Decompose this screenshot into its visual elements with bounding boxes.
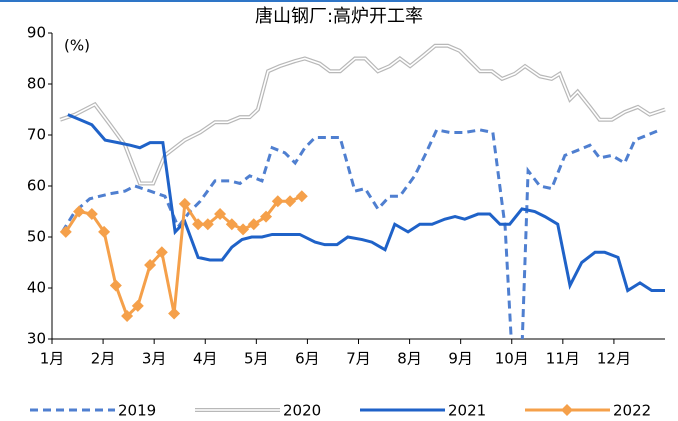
marker [121, 310, 134, 323]
chart-title: 唐山钢厂:高炉开工率 [255, 6, 423, 27]
marker [178, 197, 191, 210]
x-tick-label: 3月 [142, 350, 167, 368]
x-tick-label: 7月 [346, 350, 371, 368]
x-tick-label: 8月 [397, 350, 422, 368]
marker [271, 195, 284, 208]
marker [98, 225, 111, 238]
x-tick-label: 2月 [91, 350, 116, 368]
marker [85, 208, 98, 221]
y-tick-label: 50 [27, 228, 46, 246]
x-tick-label: 11月 [546, 350, 580, 368]
y-tick-label: 40 [27, 279, 46, 297]
y-axis-unit: (%) [64, 37, 90, 55]
legend-label: 2019 [118, 402, 156, 420]
x-tick-label: 4月 [193, 350, 218, 368]
marker [155, 246, 168, 259]
y-tick-label: 70 [27, 126, 46, 144]
x-tick-label: 10月 [495, 350, 529, 368]
marker [284, 195, 297, 208]
x-tick-label: 12月 [597, 350, 631, 368]
legend-label: 2021 [448, 402, 486, 420]
marker [247, 218, 260, 231]
marker [214, 208, 227, 221]
line-series [60, 128, 661, 339]
x-tick-label: 1月 [40, 350, 65, 368]
marker [295, 190, 308, 203]
y-tick-label: 30 [27, 330, 46, 348]
plot-area [59, 43, 666, 339]
y-tick-label: 90 [27, 24, 46, 42]
line-series [59, 43, 666, 186]
x-tick-label: 5月 [244, 350, 269, 368]
y-tick-label: 60 [27, 177, 46, 195]
marker [237, 223, 250, 236]
marker [168, 307, 181, 320]
line-series-inner [59, 44, 666, 185]
marker [59, 225, 72, 238]
marker [201, 218, 214, 231]
marker [192, 218, 205, 231]
legend-marker [561, 404, 573, 416]
line-series [67, 113, 665, 293]
marker [109, 279, 122, 292]
marker [225, 218, 238, 231]
marker [73, 205, 86, 218]
legend-label: 2022 [613, 402, 651, 420]
marker [260, 210, 273, 223]
marker [144, 259, 157, 272]
legend: 2019 2020 2021 2022 [30, 402, 651, 420]
marker [131, 299, 144, 312]
x-tick-label: 6月 [295, 350, 320, 368]
x-tick-label: 9月 [448, 350, 473, 368]
legend-label: 2020 [283, 402, 321, 420]
y-tick-label: 80 [27, 75, 46, 93]
